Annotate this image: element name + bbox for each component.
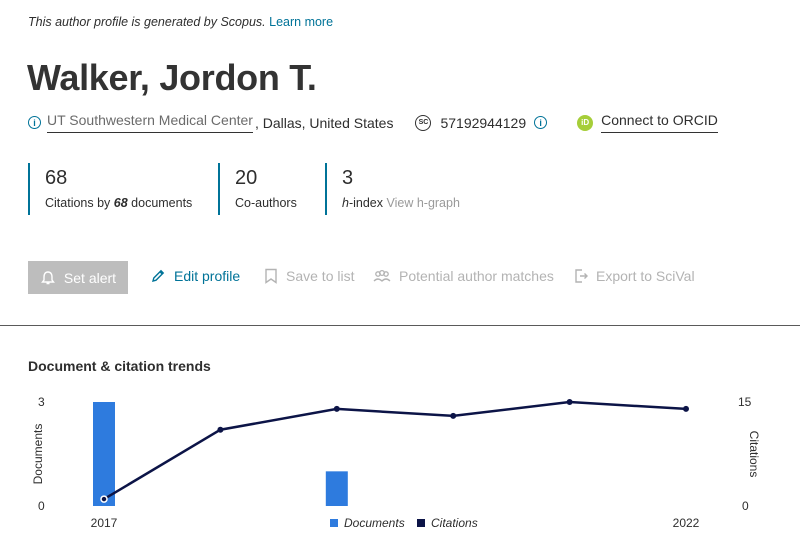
citations-point[interactable]	[100, 495, 108, 503]
scopus-id-info-icon[interactable]: i	[534, 116, 548, 129]
profile-notice: This author profile is generated by Scop…	[28, 15, 333, 29]
edit-profile-label: Edit profile	[174, 268, 241, 284]
bell-icon	[41, 270, 55, 284]
left-axis-tick-min: 0	[38, 499, 45, 513]
set-alert-label: Set alert	[63, 269, 117, 286]
pencil-icon	[152, 269, 165, 282]
scopus-id: 57192944129	[440, 114, 527, 131]
left-axis-label: Documents	[31, 424, 45, 485]
citations-point[interactable]	[333, 405, 340, 412]
metric-hindex: 3 h-index View h-graph	[325, 163, 460, 215]
legend-citations-swatch	[417, 519, 425, 527]
x-axis-tick-last: 2022	[673, 516, 700, 530]
export-to-scival-label: Export to SciVal	[596, 268, 695, 284]
citations-point[interactable]	[566, 399, 573, 405]
notice-text: This author profile is generated by Scop…	[28, 15, 266, 29]
author-name: Walker, Jordon T.	[27, 57, 317, 98]
left-axis-tick-max: 3	[38, 395, 45, 409]
right-axis-tick-max: 15	[738, 395, 752, 409]
institution-link[interactable]: UT Southwestern Medical Center	[47, 112, 253, 133]
learn-more-link[interactable]: Learn more	[269, 15, 334, 29]
hindex-value: 3	[342, 167, 354, 189]
hindex-label: h-index View h-graph	[342, 196, 460, 210]
set-alert-button[interactable]: Set alert	[28, 261, 128, 294]
right-axis-tick-min: 0	[742, 499, 749, 513]
citations-line	[103, 400, 687, 501]
export-to-scival-button[interactable]: Export to SciVal	[574, 268, 695, 284]
connect-orcid-link[interactable]: Connect to ORCID	[601, 112, 718, 133]
legend-documents-swatch	[330, 519, 338, 527]
trends-title: Document & citation trends	[28, 358, 211, 374]
documents-bar[interactable]	[93, 402, 115, 506]
export-icon	[575, 269, 588, 283]
scopus-id-icon: SC	[415, 114, 432, 131]
legend-documents-label: Documents	[344, 516, 405, 530]
users-icon	[373, 269, 391, 282]
citations-label: Citations by 68 documents	[45, 196, 193, 210]
location-text: , Dallas, United States	[254, 114, 394, 131]
save-to-list-label: Save to list	[286, 268, 355, 284]
citations-point[interactable]	[217, 426, 224, 433]
x-axis-tick-first: 2017	[91, 516, 118, 530]
coauthors-count: 20	[235, 167, 258, 189]
right-axis-label: Citations	[747, 431, 761, 478]
metric-coauthors[interactable]: 20 Co-authors	[218, 163, 297, 215]
orcid-icon: iD	[577, 114, 594, 131]
info-icon[interactable]: i	[28, 116, 41, 129]
metric-citations[interactable]: 68 Citations by 68 documents	[28, 163, 192, 215]
save-to-list-button[interactable]: Save to list	[264, 268, 354, 284]
legend-citations-label: Citations	[431, 516, 478, 530]
citations-point[interactable]	[450, 412, 457, 419]
author-affiliation-row: i UT Southwestern Medical Center , Dalla…	[28, 112, 718, 133]
section-divider	[0, 325, 800, 326]
documents-bar[interactable]	[325, 471, 348, 506]
bookmark-icon	[265, 268, 277, 284]
citations-count: 68	[45, 167, 68, 189]
citations-point[interactable]	[683, 405, 689, 412]
view-h-graph-link[interactable]: View h-graph	[386, 196, 460, 210]
edit-profile-button[interactable]: Edit profile	[150, 268, 240, 284]
coauthors-label: Co-authors	[235, 196, 297, 210]
potential-author-matches-button[interactable]: Potential author matches	[373, 268, 554, 284]
potential-author-matches-label: Potential author matches	[399, 268, 554, 284]
